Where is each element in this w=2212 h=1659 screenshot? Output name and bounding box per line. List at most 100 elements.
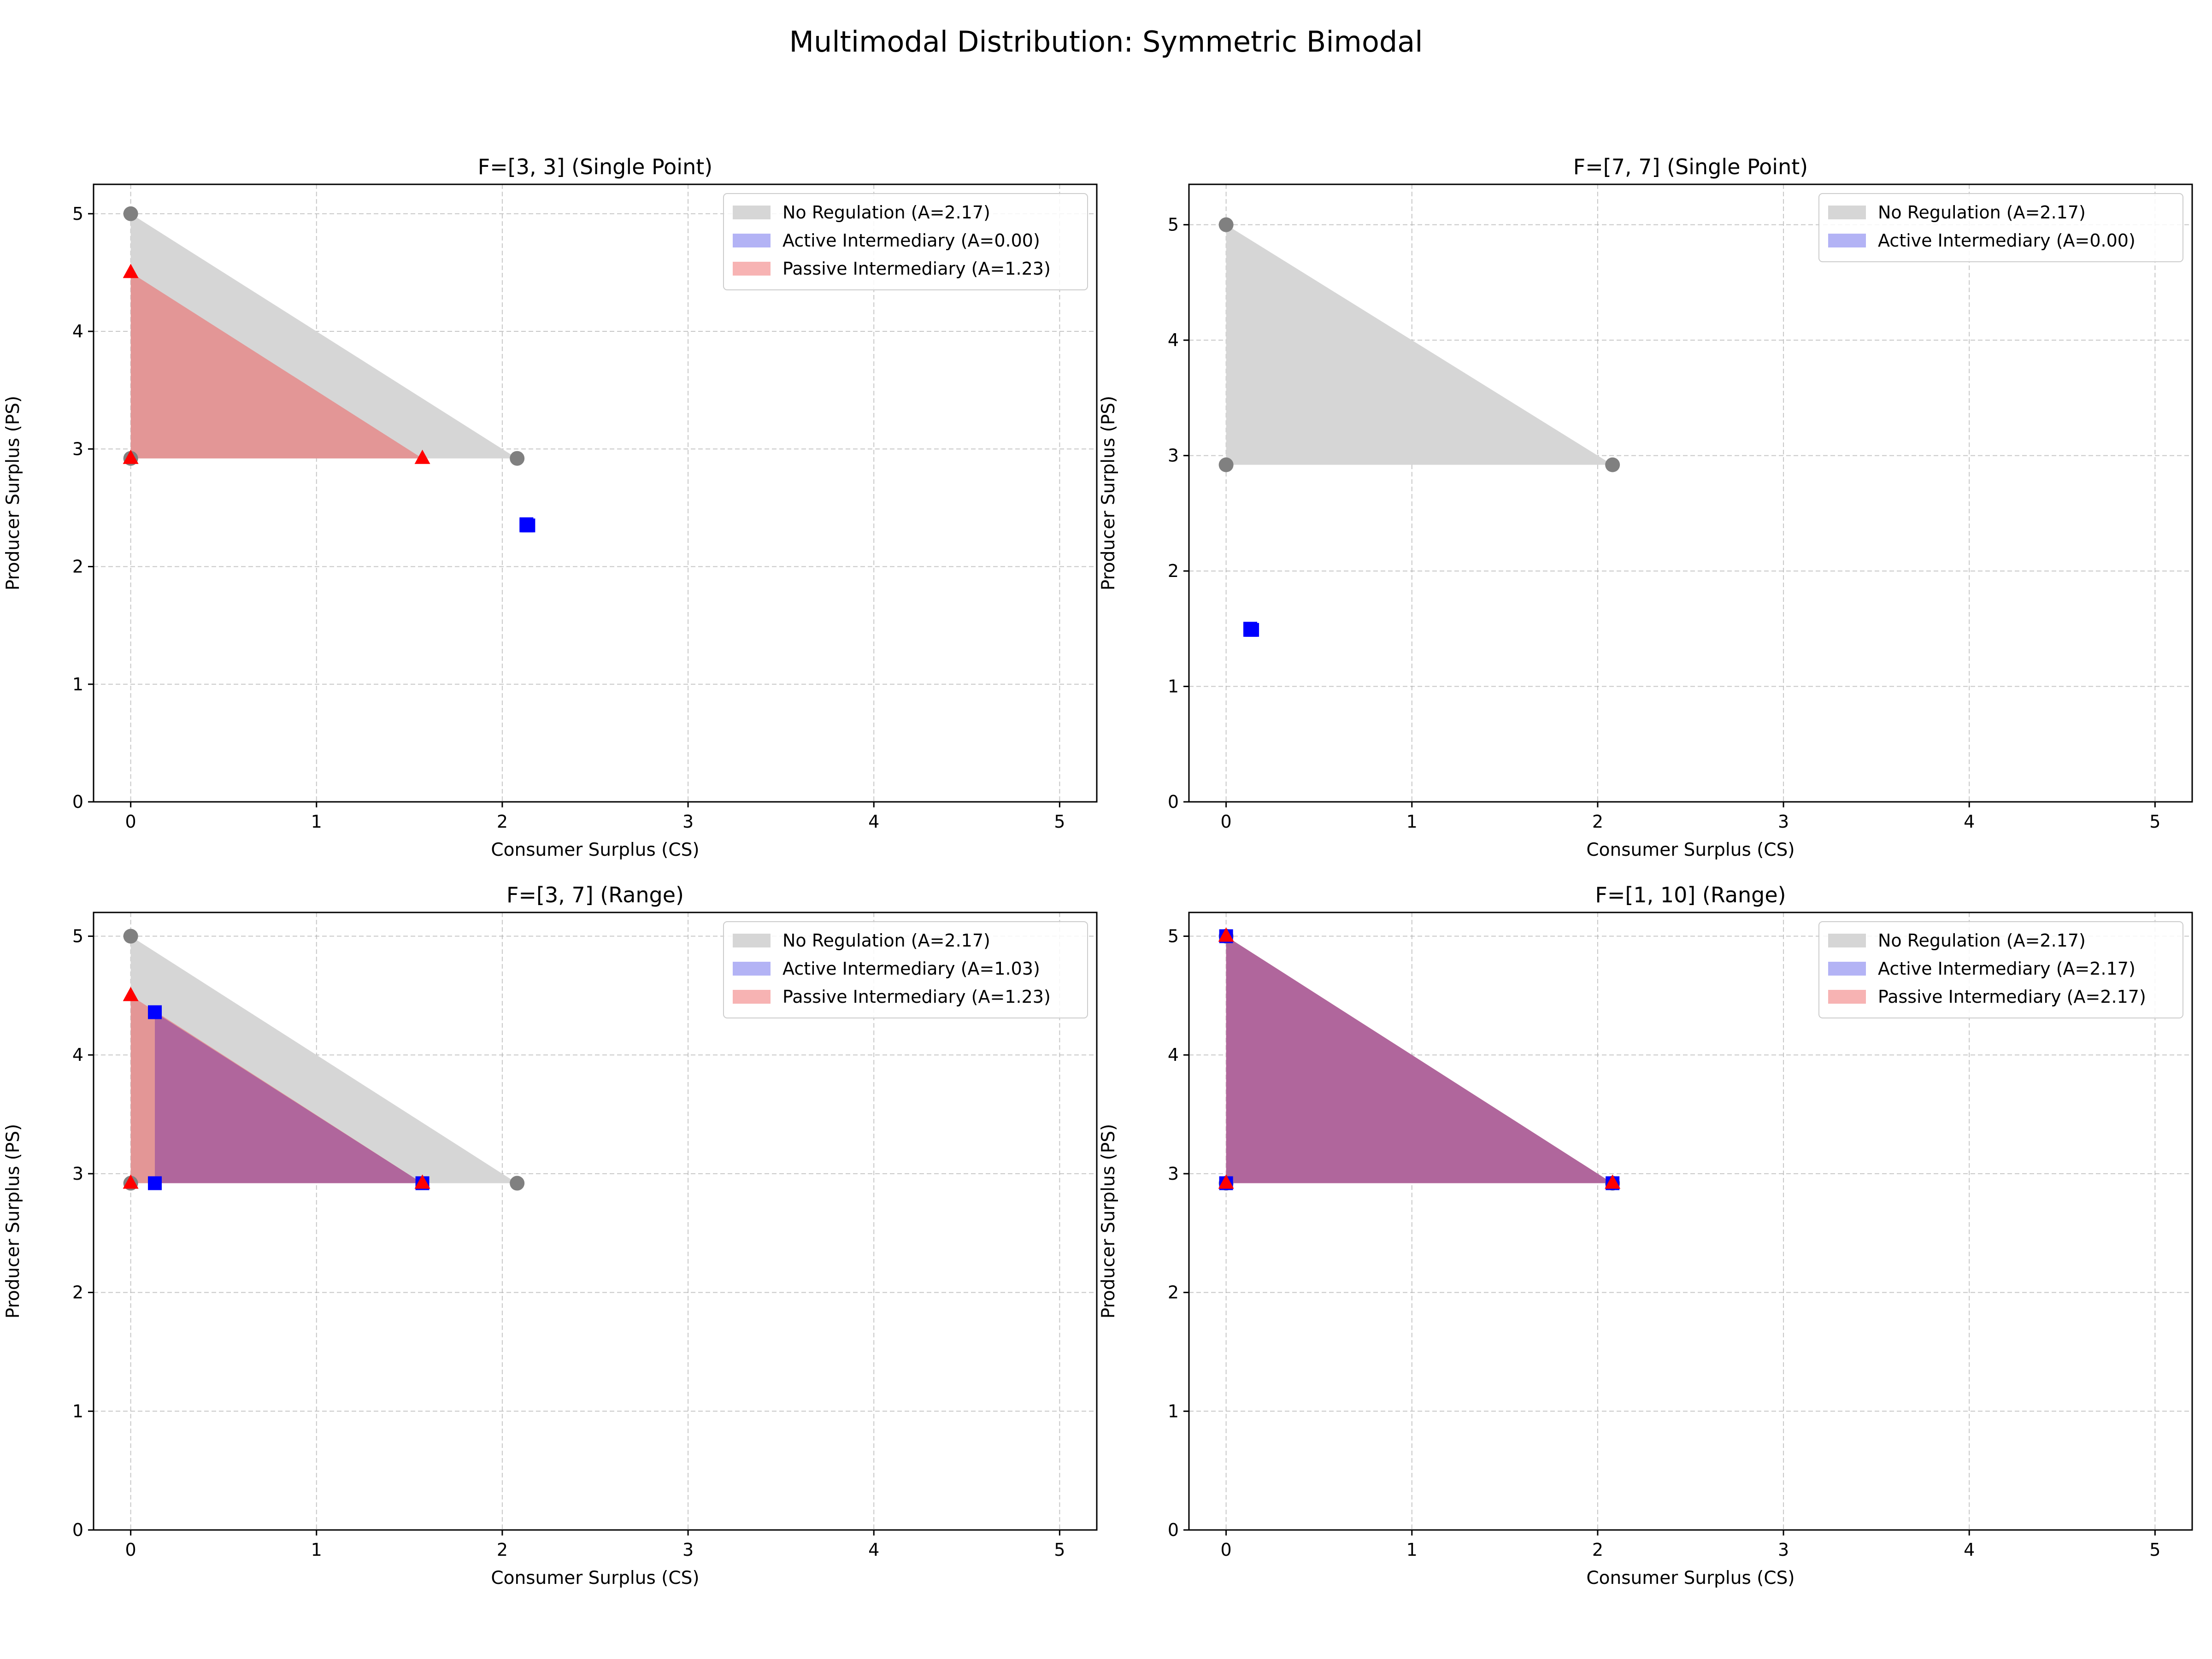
legend-swatch [1828, 234, 1866, 247]
passive-intermediary-point [123, 987, 139, 1001]
no-regulation-point [1605, 457, 1620, 472]
passive-intermediary-point [123, 1174, 139, 1189]
x-tick-label: 4 [868, 1540, 879, 1560]
legend-swatch [733, 962, 771, 976]
x-tick-label: 4 [1964, 1540, 1975, 1560]
y-axis-label: Producer Surplus (PS) [1098, 1124, 1119, 1318]
y-axis-label: Producer Surplus (PS) [3, 396, 24, 590]
subplot-title: F=[7, 7] (Single Point) [1573, 154, 1808, 179]
no-regulation-point [510, 1176, 525, 1191]
x-axis-label: Consumer Surplus (CS) [1586, 840, 1794, 860]
y-axis-label: Producer Surplus (PS) [3, 1124, 24, 1318]
legend-swatch [1828, 962, 1866, 976]
active-intermediary-point [148, 1005, 162, 1019]
x-tick-label: 5 [1054, 812, 1065, 832]
no-regulation-area [1226, 224, 1613, 465]
x-tick-label: 0 [125, 1540, 136, 1560]
legend: No Regulation (A=2.17) Active Intermediar… [723, 921, 1088, 1018]
y-tick-label: 0 [72, 792, 83, 812]
y-tick-label: 5 [72, 926, 83, 947]
subplot-2: F=[7, 7] (Single Point) 0 1 2 3 4 5 0 1 2 3 4 5 Consu… [1098, 154, 2193, 860]
x-tick-label: 2 [497, 812, 508, 832]
y-tick-label: 0 [1168, 792, 1179, 812]
x-tick-label: 2 [1592, 1540, 1603, 1560]
subplot-3: F=[3, 7] (Range) 0 1 2 3 4 5 0 1 2 3 4 5 Consumer Sur… [3, 882, 1098, 1588]
x-tick-label: 4 [1964, 812, 1975, 832]
legend-box [723, 921, 1088, 1018]
y-tick-label: 1 [72, 1401, 83, 1421]
active-intermediary-point [1243, 622, 1258, 636]
plot-frame [93, 183, 1098, 803]
legend-entry: No Regulation (A=2.17) [782, 202, 990, 223]
x-tick-label: 0 [1221, 812, 1232, 832]
passive-intermediary-point [1218, 1174, 1234, 1189]
x-tick-label: 1 [1406, 812, 1418, 832]
no-regulation-point [123, 206, 138, 221]
legend: No Regulation (A=2.17) Active Intermediar… [1818, 921, 2183, 1018]
y-tick-label: 1 [1168, 677, 1179, 697]
y-tick-label: 2 [72, 557, 83, 577]
legend-swatch [1828, 990, 1866, 1004]
y-tick-label: 2 [72, 1282, 83, 1303]
passive-intermediary-point [414, 1174, 430, 1189]
subplot-title: F=[3, 7] (Range) [506, 882, 684, 907]
legend-entry: Passive Intermediary (A=1.23) [782, 987, 1051, 1007]
x-tick-label: 3 [682, 812, 694, 832]
y-tick-label: 4 [1168, 1045, 1179, 1065]
y-tick-label: 2 [1168, 561, 1179, 581]
no-regulation-point [510, 451, 525, 466]
subplot-title: F=[3, 3] (Single Point) [478, 154, 712, 179]
x-tick-label: 2 [497, 1540, 508, 1560]
subplot-title: F=[1, 10] (Range) [1595, 882, 1786, 907]
x-axis-label: Consumer Surplus (CS) [491, 840, 699, 860]
active-intermediary-point [148, 1176, 162, 1190]
legend-box [1818, 193, 2183, 262]
legend-swatch [733, 234, 771, 247]
plot-frame [93, 912, 1098, 1531]
x-tick-label: 5 [1054, 1540, 1065, 1560]
passive-intermediary-point [123, 449, 139, 464]
y-tick-label: 3 [72, 1164, 83, 1184]
legend-box [1818, 921, 2183, 1018]
subplot-4: F=[1, 10] (Range) 0 1 2 3 4 5 0 1 2 3 4 5 Consumer Su… [1098, 882, 2193, 1588]
x-tick-label: 3 [1778, 1540, 1789, 1560]
y-tick-label: 4 [1168, 330, 1179, 350]
legend-swatch [1828, 934, 1866, 947]
passive-intermediary-area [130, 272, 423, 459]
subplot-1: F=[3, 3] (Single Point) 0 1 2 3 4 5 0 1 2 3 4 5 Consu… [3, 154, 1098, 860]
legend-swatch [1828, 206, 1866, 219]
legend: No Regulation (A=2.17) Active Intermediar… [1818, 193, 2183, 262]
legend-entry: Passive Intermediary (A=2.17) [1878, 987, 2146, 1007]
passive-intermediary-point [123, 264, 139, 278]
y-axis-label: Producer Surplus (PS) [1098, 396, 1119, 590]
legend-entry: No Regulation (A=2.17) [1878, 930, 2086, 951]
y-tick-label: 1 [72, 674, 83, 694]
x-tick-label: 1 [311, 812, 322, 832]
x-tick-label: 0 [125, 812, 136, 832]
legend-swatch [733, 990, 771, 1004]
legend-entry: Active Intermediary (A=2.17) [1878, 959, 2136, 979]
x-tick-label: 1 [1406, 1540, 1418, 1560]
x-tick-label: 1 [311, 1540, 322, 1560]
subplot-grid: F=[3, 3] (Single Point) 0 1 2 3 4 5 0 1 2 3 4 5 Consu… [3, 154, 2193, 1588]
x-tick-label: 3 [682, 1540, 694, 1560]
legend: No Regulation (A=2.17) Active Intermediar… [723, 193, 1088, 290]
x-tick-label: 4 [868, 812, 879, 832]
legend-entry: Passive Intermediary (A=1.23) [782, 259, 1051, 279]
active-intermediary-area [155, 1012, 423, 1183]
y-tick-label: 4 [72, 321, 83, 341]
legend-swatch [733, 934, 771, 947]
legend-box [723, 193, 1088, 290]
y-tick-label: 0 [72, 1520, 83, 1540]
y-tick-label: 5 [1168, 926, 1179, 947]
y-tick-label: 5 [72, 204, 83, 224]
active-intermediary-point [519, 517, 534, 531]
active-intermediary-area [1226, 936, 1613, 1183]
figure-title: Multimodal Distribution: Symmetric Bimod… [789, 25, 1423, 59]
y-tick-label: 1 [1168, 1401, 1179, 1421]
no-regulation-point [1218, 457, 1234, 472]
y-tick-label: 3 [1168, 446, 1179, 466]
legend-entry: Active Intermediary (A=1.03) [782, 959, 1040, 979]
x-tick-label: 5 [2149, 812, 2160, 832]
